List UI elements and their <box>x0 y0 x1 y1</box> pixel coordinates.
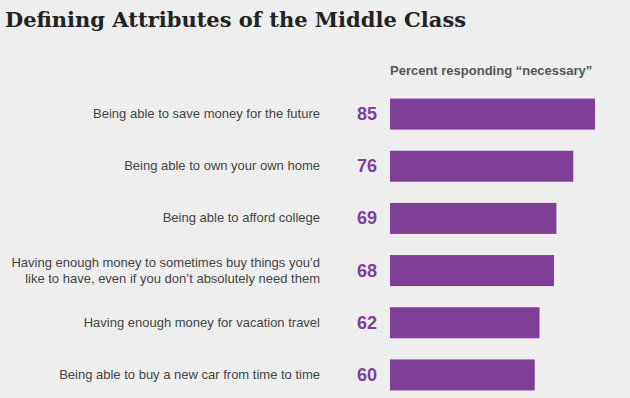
category-label: Having enough money for vacation travel <box>0 301 320 345</box>
data-labels: 85 76 69 68 62 60 <box>357 104 377 385</box>
title: Defining Attributes of the Middle Class <box>5 7 466 32</box>
category-label: Being able to buy a new car from time to… <box>0 353 320 397</box>
data-label: 76 <box>357 156 377 176</box>
category-label: Being able to afford college <box>0 196 320 240</box>
category-label: Having enough money to sometimes buy thi… <box>0 249 320 293</box>
bars <box>390 99 595 391</box>
bar <box>390 203 556 234</box>
data-label: 60 <box>357 365 377 385</box>
data-label: 69 <box>357 208 377 228</box>
bar <box>390 99 595 130</box>
bar <box>390 359 535 390</box>
subtitle: Percent responding “necessary” <box>390 63 592 78</box>
data-label: 62 <box>357 313 377 333</box>
bar <box>390 255 554 286</box>
category-label: Being able to own your own home <box>0 144 320 188</box>
chart-root: Defining Attributes of the Middle Class P… <box>0 0 630 398</box>
category-label: Being able to save money for the future <box>0 92 320 136</box>
bar <box>390 151 573 182</box>
data-label: 85 <box>357 104 377 124</box>
chart-svg: Defining Attributes of the Middle Class P… <box>0 0 630 398</box>
bar <box>390 307 540 338</box>
data-label: 68 <box>357 261 377 281</box>
